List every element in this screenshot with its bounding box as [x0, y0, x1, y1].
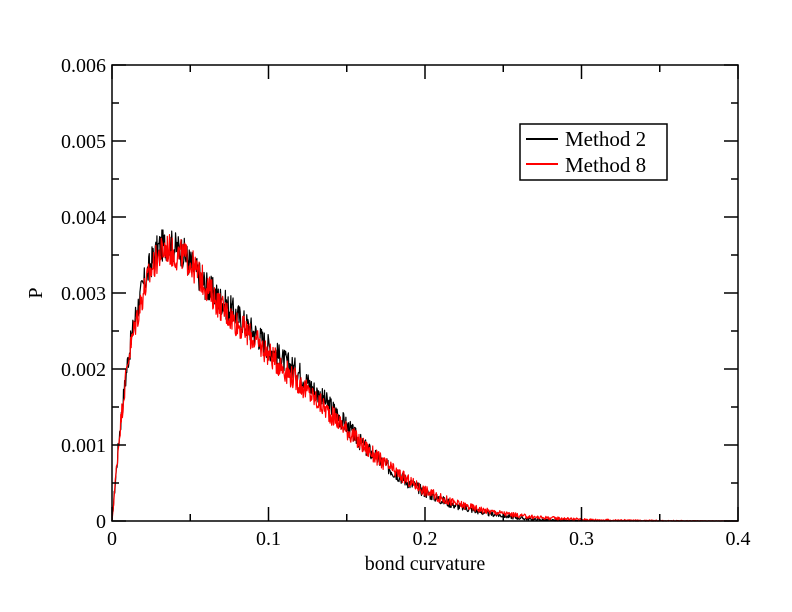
x-tick-label: 0.3 [569, 528, 594, 550]
x-tick-label: 0.4 [726, 528, 751, 550]
tick-layer: 0 0.1 0.2 0.3 0.4 0 0.001 0.002 0.003 0.004 0.005 0… [61, 55, 751, 550]
x-axis-label: bond curvature [365, 553, 486, 575]
x-tick-label: 0.1 [256, 528, 281, 550]
series-line-method-8 [111, 234, 738, 522]
y-tick-label: 0.001 [61, 435, 106, 457]
x-tick-label: 0.2 [413, 528, 438, 550]
y-tick-label: 0.002 [61, 359, 106, 381]
legend-box [519, 123, 668, 181]
y-tick-label: 0 [96, 511, 106, 533]
y-axis-label: P [25, 287, 47, 298]
legend: Method 2 Method 8 [519, 123, 668, 181]
y-tick-label: 0.006 [61, 55, 106, 77]
y-tick-label: 0.003 [61, 283, 106, 305]
legend-label-method-8: Method 8 [565, 153, 646, 177]
x-tick-label: 0 [107, 528, 117, 550]
y-tick-label: 0.004 [61, 207, 106, 229]
y-tick-label: 0.005 [61, 131, 106, 153]
legend-label-method-2: Method 2 [565, 127, 646, 151]
